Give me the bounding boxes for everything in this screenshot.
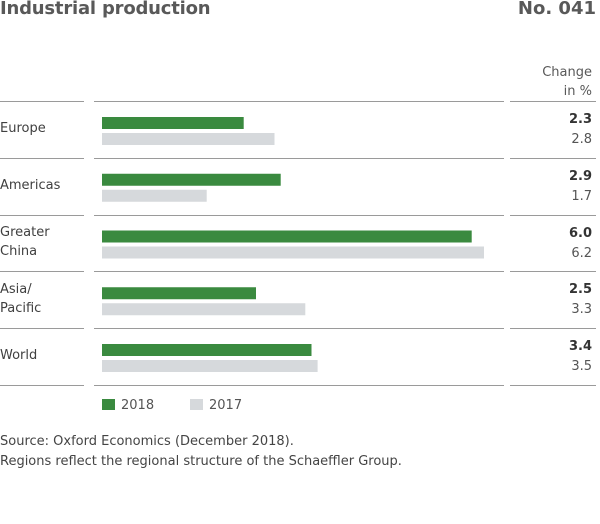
row-divider <box>510 328 596 329</box>
value-label-2018: 6.0 <box>568 225 592 241</box>
row-divider <box>0 328 84 329</box>
bar-2017-3 <box>102 303 306 316</box>
row-divider <box>510 215 596 216</box>
category-label-line: Europe <box>0 120 46 136</box>
category-label: Europe <box>0 119 80 138</box>
category-label: Americas <box>0 176 80 195</box>
legend-label-2018: 2018 <box>121 398 155 413</box>
value-label-2018: 3.4 <box>568 339 592 354</box>
category-label: Asia/Pacific <box>0 280 80 318</box>
value-label-2018: 2.5 <box>568 282 592 298</box>
value-label-2017: 3.5 <box>571 359 592 374</box>
bar-2018-1 <box>102 173 281 186</box>
row-divider <box>0 158 84 159</box>
bar-2017-4 <box>102 360 318 372</box>
row-divider <box>94 385 504 386</box>
value-label-2017: 3.3 <box>571 302 592 318</box>
bar-2018-0 <box>102 117 244 129</box>
footnote-regions: Regions reflect the regional structure o… <box>0 454 402 469</box>
chart-number: No. 041 <box>517 0 596 19</box>
value-label-2017: 6.2 <box>571 245 592 261</box>
row-divider <box>94 101 504 102</box>
bar-chart <box>102 117 484 372</box>
category-label-line: Americas <box>0 177 61 193</box>
column-header-line-1: Change <box>542 65 592 80</box>
bar-2018-2 <box>102 230 472 243</box>
bar-2018-3 <box>102 287 256 300</box>
legend-item-2017: 2017 <box>190 398 242 413</box>
legend-label-2017: 2017 <box>209 398 243 413</box>
category-label-line: Asia/ <box>0 281 32 297</box>
value-label-2017: 1.7 <box>571 188 592 204</box>
footnote-source: Source: Oxford Economics (December 2018)… <box>0 434 294 449</box>
category-label-line: World <box>0 347 38 363</box>
row-divider <box>0 271 84 272</box>
category-label: Greater China <box>0 223 80 261</box>
value-label-2018: 2.3 <box>568 112 592 127</box>
category-label-line: Pacific <box>0 300 42 316</box>
row-divider <box>510 158 596 159</box>
footnote: Source: Oxford Economics (December 2018)… <box>0 432 402 472</box>
value-label-2018: 2.9 <box>568 168 592 184</box>
category-label-line: Greater <box>0 224 50 240</box>
column-header: Change in % <box>502 63 592 101</box>
row-divider <box>510 271 596 272</box>
category-label-line: China <box>0 243 38 259</box>
row-divider <box>0 101 84 102</box>
legend-swatch-2017 <box>190 399 203 410</box>
row-divider <box>94 158 504 159</box>
column-header-line-2: in % <box>563 84 592 99</box>
category-label: World <box>0 346 80 365</box>
bar-2017-0 <box>102 133 275 145</box>
chart-title: Industrial production <box>0 0 211 19</box>
bar-2018-4 <box>102 344 312 356</box>
row-divider <box>94 328 504 329</box>
value-label-2017: 2.8 <box>571 132 592 147</box>
row-divider <box>510 101 596 102</box>
bar-2017-1 <box>102 189 207 202</box>
legend-swatch-2018 <box>102 399 115 410</box>
row-divider <box>0 215 84 216</box>
row-divider <box>0 385 84 386</box>
row-divider <box>510 385 596 386</box>
bar-2017-2 <box>102 246 484 259</box>
row-divider <box>94 271 504 272</box>
legend-item-2018: 2018 <box>102 398 154 413</box>
row-divider <box>94 215 504 216</box>
